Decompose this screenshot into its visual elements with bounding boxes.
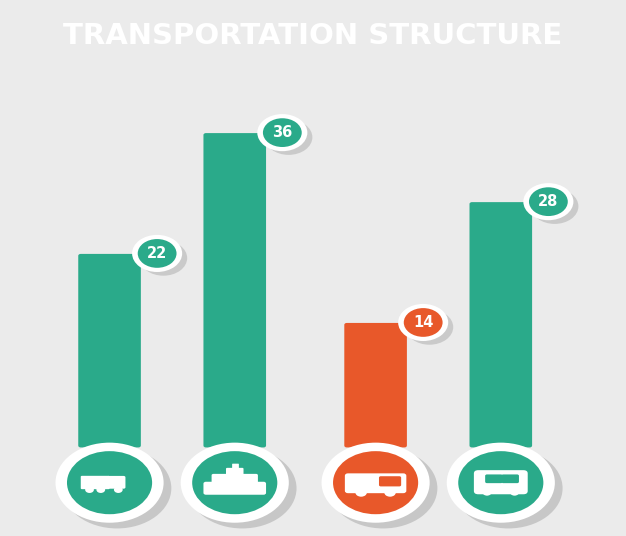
Ellipse shape <box>454 448 563 528</box>
Circle shape <box>398 304 448 341</box>
Circle shape <box>114 487 123 493</box>
Text: 22: 22 <box>147 246 167 261</box>
Text: 36: 36 <box>272 125 292 140</box>
FancyBboxPatch shape <box>81 476 110 489</box>
FancyBboxPatch shape <box>344 323 407 448</box>
Circle shape <box>356 488 367 497</box>
FancyBboxPatch shape <box>474 470 528 494</box>
Ellipse shape <box>188 448 297 528</box>
Circle shape <box>384 488 396 497</box>
Circle shape <box>96 487 105 493</box>
FancyBboxPatch shape <box>203 133 266 448</box>
Circle shape <box>140 241 187 276</box>
Circle shape <box>529 187 568 216</box>
FancyBboxPatch shape <box>106 476 125 489</box>
Circle shape <box>333 451 418 514</box>
Circle shape <box>85 487 94 493</box>
FancyBboxPatch shape <box>345 473 406 493</box>
FancyBboxPatch shape <box>470 202 532 448</box>
Circle shape <box>67 451 152 514</box>
FancyBboxPatch shape <box>226 468 244 476</box>
FancyBboxPatch shape <box>212 474 258 485</box>
FancyBboxPatch shape <box>485 474 503 483</box>
FancyBboxPatch shape <box>203 482 266 495</box>
Text: 14: 14 <box>413 315 433 330</box>
Circle shape <box>523 183 573 220</box>
Circle shape <box>181 443 289 523</box>
Circle shape <box>138 239 177 268</box>
Circle shape <box>322 443 429 523</box>
Text: TRANSPORTATION STRUCTURE: TRANSPORTATION STRUCTURE <box>63 22 563 50</box>
Circle shape <box>406 309 453 345</box>
FancyBboxPatch shape <box>232 464 239 470</box>
Ellipse shape <box>329 448 438 528</box>
Circle shape <box>257 114 307 151</box>
Circle shape <box>447 443 555 523</box>
Circle shape <box>483 489 491 496</box>
Circle shape <box>458 451 543 514</box>
FancyBboxPatch shape <box>379 476 401 486</box>
Circle shape <box>265 120 312 155</box>
Text: 28: 28 <box>538 194 558 209</box>
Circle shape <box>192 451 277 514</box>
Ellipse shape <box>63 448 172 528</box>
Circle shape <box>404 308 443 337</box>
Circle shape <box>510 489 519 496</box>
FancyBboxPatch shape <box>501 474 519 483</box>
Circle shape <box>531 189 578 224</box>
FancyBboxPatch shape <box>78 254 141 448</box>
Circle shape <box>263 118 302 147</box>
Circle shape <box>56 443 163 523</box>
Circle shape <box>132 235 182 272</box>
